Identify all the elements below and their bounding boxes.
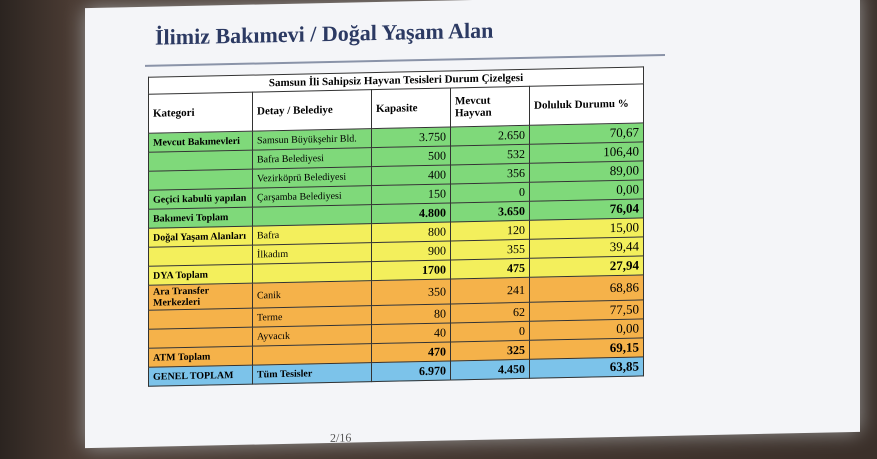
table-cell: 89,00 (529, 160, 644, 183)
table-cell: 69,15 (529, 337, 644, 360)
table-cell: 40 (371, 322, 451, 344)
table-cell (148, 150, 253, 172)
table-cell: 241 (450, 277, 530, 304)
table-cell (148, 245, 253, 267)
table-cell: Samsun Büyükşehir Bld. (252, 128, 372, 151)
table-cell: 532 (450, 144, 530, 165)
header-cell: Mevcut Hayvan (450, 86, 530, 127)
table-cell: 68,86 (529, 274, 644, 303)
table-cell: Bakımevi Toplam (148, 207, 253, 229)
table-cell: 0 (450, 321, 530, 342)
table-cell: Geçici kabulü yapılan (148, 188, 253, 210)
table-cell: 1700 (371, 259, 451, 281)
page-number: 2/16 (330, 430, 352, 445)
table-cell: 106,40 (529, 141, 644, 164)
table-cell: 0,00 (529, 179, 644, 202)
table-cell: 350 (371, 278, 451, 306)
table-cell: 0,00 (529, 318, 644, 341)
table-cell: Ayvacık (252, 324, 372, 347)
table-cell: 76,04 (529, 198, 644, 221)
table-cell (148, 169, 253, 191)
table-cell: 62 (450, 302, 530, 323)
table-cell (148, 327, 253, 349)
table-cell (148, 308, 253, 330)
header-cell: Kapasite (371, 87, 451, 129)
table-cell: Doğal Yaşam Alanları (148, 226, 253, 248)
table-cell: ATM Toplam (148, 346, 253, 368)
rule (145, 53, 665, 67)
table-cell: Terme (252, 305, 372, 328)
table-cell: 120 (450, 220, 530, 241)
table-cell: Bafra Belediyesi (252, 147, 372, 170)
table-cell: 2.650 (450, 125, 530, 146)
table-cell: Ara Transfer Merkezleri (148, 283, 253, 311)
header-cell: Doluluk Durumu % (529, 83, 644, 126)
table-cell: 70,67 (529, 122, 644, 145)
table-cell: 150 (371, 183, 451, 205)
table-cell: Vezirköprü Belediyesi (252, 166, 372, 189)
table-cell: İlkadım (252, 242, 372, 265)
table-cell: 6.970 (371, 360, 451, 382)
table-cell: 355 (450, 239, 530, 260)
table-cell (252, 261, 372, 284)
table-cell: DYA Toplam (148, 264, 253, 286)
table-cell: 27,94 (529, 255, 644, 278)
table-cell: 77,50 (529, 299, 644, 322)
table-cell: 4.800 (371, 202, 451, 224)
table-cell: 400 (371, 164, 451, 186)
table-cell: 475 (450, 258, 530, 279)
table-cell: 63,85 (529, 356, 644, 379)
table-cell: 80 (371, 303, 451, 325)
slide-title: İlimiz Bakımevi / Doğal Yaşam Alan (155, 17, 494, 50)
table-cell: Çarşamba Belediyesi (252, 185, 372, 208)
table: Samsun İli Sahipsiz Hayvan Tesisleri Dur… (148, 66, 644, 387)
table-cell: 0 (450, 182, 530, 203)
table-cell: 470 (371, 341, 451, 363)
table-body: Mevcut Bakımevleri Samsun Büyükşehir Bld.… (148, 122, 644, 387)
table-cell: 39,44 (529, 236, 644, 259)
table-cell: 800 (371, 221, 451, 243)
table-cell: Tüm Tesisler (252, 362, 372, 385)
table-cell (252, 343, 372, 366)
table-cell: 4.450 (450, 359, 530, 380)
header-cell: Detay / Belediye (252, 89, 372, 132)
table-cell: GENEL TOPLAM (148, 365, 253, 387)
table-cell: Bafra (252, 223, 372, 246)
table-cell: 3.650 (450, 201, 530, 222)
table-cell: 900 (371, 240, 451, 262)
table-cell: Canik (252, 280, 372, 309)
table-cell (252, 204, 372, 227)
table-cell: 325 (450, 340, 530, 361)
table-cell: 356 (450, 163, 530, 184)
table-cell: Mevcut Bakımevleri (148, 131, 253, 153)
table-cell: 500 (371, 145, 451, 167)
table-cell: 15,00 (529, 217, 644, 240)
header-cell: Kategori (148, 92, 253, 134)
table-cell: 3.750 (371, 126, 451, 148)
slide: İlimiz Bakımevi / Doğal Yaşam Alan Samsu… (85, 0, 860, 449)
